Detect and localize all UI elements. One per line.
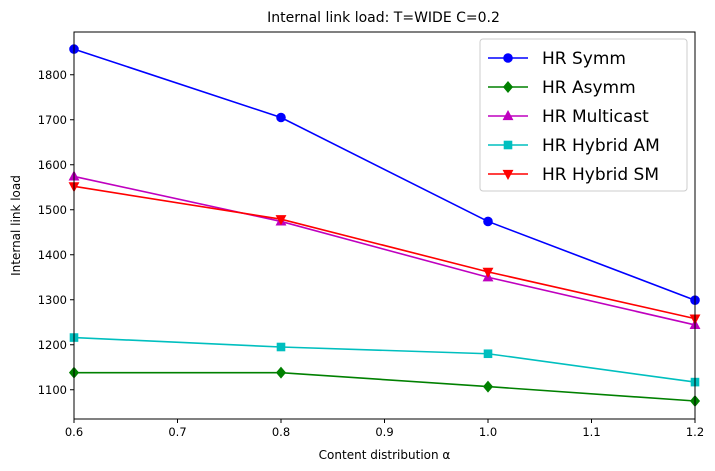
legend-label: HR Hybrid SM [542,165,659,185]
y-tick-label: 1500 [38,203,67,217]
legend: HR Symm HR Asymm HR Multicast HR Hybrid AM H… [479,38,688,192]
x-tick-label: 0.9 [375,425,393,439]
legend-marker [502,109,514,121]
data-point [276,342,286,352]
data-point [483,216,493,227]
legend-marker [502,81,514,93]
series-line [73,336,696,383]
legend-marker [503,53,513,63]
y-tick-label: 1200 [38,338,67,352]
y-axis: 1100 1200 1300 1400 1500 1600 1700 1800 [38,68,74,397]
y-tick-label: 1700 [38,113,67,127]
y-tick-label: 1400 [38,248,67,262]
y-tick-label: 1600 [38,158,67,172]
x-tick-label: 0.6 [65,425,83,439]
data-point [483,349,493,359]
data-point [275,366,287,379]
x-tick-label: 1.0 [479,425,497,439]
x-tick-label: 1.1 [582,425,600,439]
data-point [482,267,494,278]
legend-box [479,38,688,192]
legend-label: HR Symm [542,49,626,69]
legend-marker [503,140,513,150]
legend-label: HR Multicast [542,107,649,127]
y-tick-label: 1800 [38,68,67,82]
data-point [482,380,494,393]
x-axis-label: Content distribution α [319,448,451,462]
chart-title: Internal link load: T=WIDE C=0.2 [267,10,500,26]
series-line [74,371,696,402]
y-tick-label: 1300 [38,293,67,307]
x-axis: 0.6 0.7 0.8 0.9 1.0 1.1 1.2 [65,419,704,439]
series-line [73,175,696,326]
legend-label: HR Asymm [542,78,636,98]
x-tick-label: 1.2 [686,425,704,439]
legend-marker [502,169,514,181]
series-line [73,48,696,301]
x-tick-label: 0.7 [168,425,186,439]
x-tick-label: 0.8 [272,425,290,439]
y-axis-label: Internal link load [9,175,23,276]
y-tick-label: 1100 [38,383,67,397]
series-line [73,185,696,320]
data-point [276,112,286,123]
data-point [275,215,287,226]
legend-label: HR Hybrid AM [542,136,660,156]
